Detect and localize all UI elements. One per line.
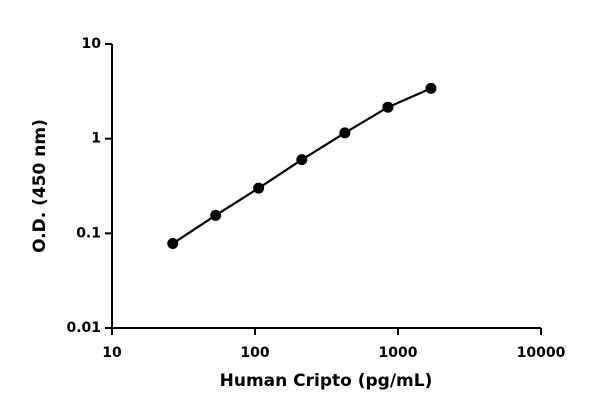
x-tick-label: 10 [102,345,122,361]
curve [172,87,432,245]
point [167,238,179,250]
point [210,209,222,221]
x-tick-label: 10000 [517,345,566,361]
x-tick-label: 1000 [379,345,418,361]
point [425,82,437,94]
y-tick-label: 0.01 [66,320,101,336]
y-tick-label: 1 [91,131,101,147]
point [382,101,394,113]
point [296,154,308,166]
y-tick-label: 10 [82,36,102,52]
x-axis-title: Human Cripto (pg/mL) [220,371,433,391]
y-tick-label: 0.1 [76,225,101,241]
point [339,127,351,139]
x-tick-label: 100 [240,345,269,361]
point [253,182,265,194]
y-axis-title: O.D. (450 nm) [30,119,50,253]
